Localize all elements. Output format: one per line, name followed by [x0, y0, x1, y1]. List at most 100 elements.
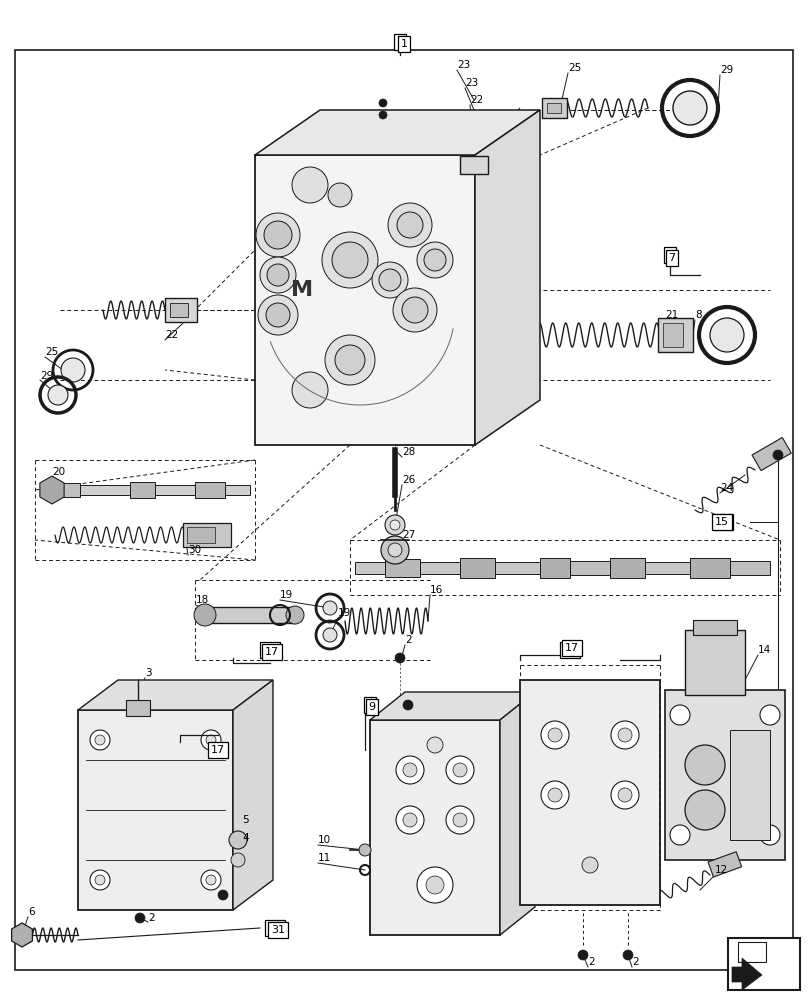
Text: 9: 9 [368, 702, 376, 712]
Bar [610, 558, 645, 578]
Polygon shape [255, 155, 475, 445]
Text: 18: 18 [196, 595, 209, 605]
Bar [570, 561, 610, 575]
Circle shape [396, 756, 424, 784]
Circle shape [760, 825, 780, 845]
Polygon shape [233, 680, 273, 910]
Circle shape [231, 853, 245, 867]
Text: M: M [291, 280, 313, 300]
Text: 4: 4 [242, 833, 249, 843]
Circle shape [194, 604, 216, 626]
Text: 1: 1 [397, 37, 403, 47]
Bar [730, 730, 770, 840]
Circle shape [453, 813, 467, 827]
Text: 31: 31 [268, 923, 282, 933]
Text: 27: 27 [402, 530, 415, 540]
Circle shape [292, 372, 328, 408]
Circle shape [61, 358, 85, 382]
Circle shape [206, 735, 216, 745]
Bar [355, 562, 385, 574]
Polygon shape [370, 692, 535, 720]
Circle shape [541, 781, 569, 809]
Circle shape [332, 242, 368, 278]
Circle shape [446, 756, 474, 784]
Text: 3: 3 [145, 668, 152, 678]
Bar [80, 485, 130, 495]
Circle shape [325, 335, 375, 385]
Bar [645, 562, 690, 574]
Text: 17: 17 [263, 645, 277, 655]
Circle shape [582, 857, 598, 873]
Bar [520, 680, 660, 905]
Circle shape [397, 212, 423, 238]
Bar [730, 561, 770, 575]
Text: 19: 19 [280, 590, 293, 600]
Text: 23: 23 [465, 78, 478, 88]
Text: 17: 17 [211, 745, 225, 755]
Text: 15: 15 [715, 517, 729, 527]
Circle shape [417, 867, 453, 903]
Circle shape [403, 763, 417, 777]
Text: 17: 17 [265, 647, 279, 657]
Circle shape [611, 721, 639, 749]
Text: 14: 14 [758, 645, 772, 655]
Circle shape [427, 737, 443, 753]
Text: 15: 15 [716, 517, 730, 527]
Bar [663, 323, 683, 347]
Text: 23: 23 [457, 60, 470, 70]
Circle shape [359, 844, 371, 856]
Circle shape [292, 167, 328, 203]
Circle shape [673, 91, 707, 125]
Bar [187, 527, 215, 543]
Circle shape [623, 950, 633, 960]
Text: 29: 29 [40, 371, 53, 381]
Text: 2: 2 [632, 957, 638, 967]
Circle shape [710, 318, 744, 352]
Text: 7: 7 [668, 253, 675, 263]
Circle shape [385, 515, 405, 535]
Bar [495, 562, 540, 574]
Circle shape [381, 536, 409, 564]
Text: 2: 2 [588, 957, 595, 967]
Bar [658, 318, 693, 352]
Circle shape [260, 257, 296, 293]
Text: 25: 25 [568, 63, 581, 73]
Bar [205, 607, 295, 623]
Circle shape [335, 345, 365, 375]
Bar [130, 482, 155, 498]
Text: 22: 22 [165, 330, 179, 340]
Circle shape [388, 543, 402, 557]
Bar [165, 298, 197, 322]
Circle shape [264, 221, 292, 249]
Circle shape [390, 520, 400, 530]
Circle shape [402, 297, 428, 323]
Polygon shape [500, 692, 535, 935]
Circle shape [670, 825, 690, 845]
Text: 12: 12 [715, 865, 728, 875]
Circle shape [201, 870, 221, 890]
Circle shape [48, 385, 68, 405]
Bar [170, 303, 188, 317]
Bar [708, 852, 742, 877]
Text: 26: 26 [402, 475, 415, 485]
Text: 24: 24 [720, 483, 733, 493]
Bar [728, 938, 800, 990]
Circle shape [426, 876, 444, 894]
Text: 2: 2 [405, 635, 411, 645]
Circle shape [379, 99, 387, 107]
Circle shape [403, 700, 413, 710]
Text: 22: 22 [470, 95, 483, 105]
Polygon shape [475, 110, 540, 445]
Bar [50, 483, 80, 497]
Circle shape [206, 875, 216, 885]
Circle shape [395, 653, 405, 663]
Text: 2: 2 [148, 913, 154, 923]
Bar [195, 482, 225, 498]
Text: 11: 11 [318, 853, 331, 863]
Circle shape [267, 264, 289, 286]
Bar [420, 562, 460, 574]
Circle shape [323, 628, 337, 642]
Circle shape [548, 788, 562, 802]
Bar [460, 558, 495, 578]
Bar [540, 558, 570, 578]
